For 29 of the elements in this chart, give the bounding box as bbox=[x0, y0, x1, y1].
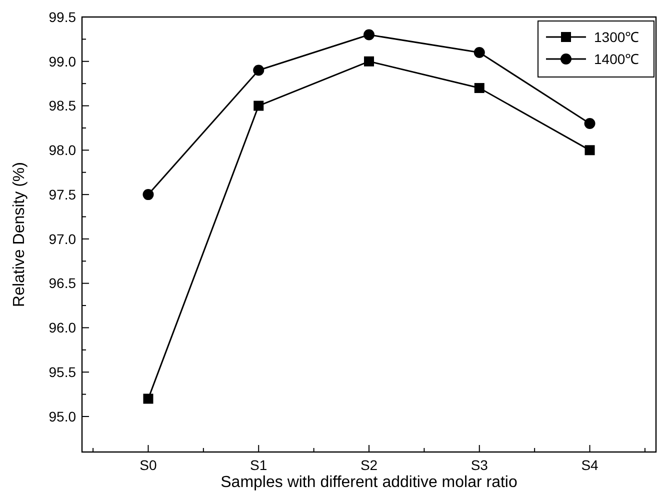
x-axis-title: Samples with different additive molar ratio bbox=[220, 474, 518, 491]
y-tick-label: 96.0 bbox=[48, 320, 76, 336]
x-tick-label: S1 bbox=[250, 457, 268, 473]
point bbox=[584, 118, 596, 130]
legend-label: 1400℃ bbox=[594, 51, 640, 67]
point bbox=[142, 189, 154, 200]
point bbox=[474, 83, 484, 94]
y-tick-label: 98.5 bbox=[48, 98, 76, 114]
x-tick-label: S2 bbox=[360, 457, 378, 473]
y-axis-title: Relative Density (%) bbox=[11, 162, 28, 307]
point bbox=[474, 47, 485, 58]
y-tick-label: 97.5 bbox=[48, 186, 76, 202]
point bbox=[584, 145, 595, 156]
legend-label: 1300℃ bbox=[594, 29, 640, 45]
x-tick-label: S3 bbox=[470, 457, 488, 473]
point bbox=[364, 56, 374, 66]
point bbox=[143, 394, 154, 404]
y-tick-label: 99.5 bbox=[48, 8, 76, 25]
point bbox=[364, 29, 374, 40]
point bbox=[254, 100, 264, 111]
y-tick-label: 95.5 bbox=[48, 364, 76, 380]
point bbox=[253, 64, 264, 76]
y-tick-label: 96.5 bbox=[48, 275, 76, 292]
y-tick-label: 95.0 bbox=[48, 408, 76, 424]
y-tick-label: 98.0 bbox=[48, 142, 76, 158]
x-tick-label: S4 bbox=[581, 457, 599, 473]
y-tick-label: 99.0 bbox=[48, 53, 76, 70]
y-tick-label: 97.0 bbox=[48, 230, 76, 247]
x-tick-label: S0 bbox=[140, 457, 158, 473]
